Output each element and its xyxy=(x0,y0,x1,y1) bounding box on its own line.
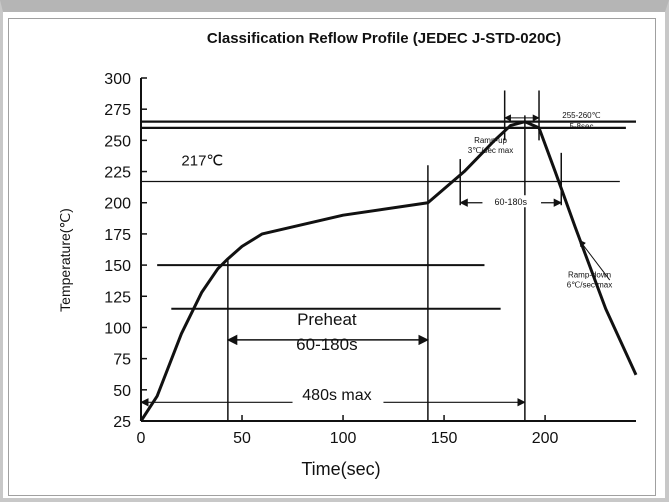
y-tick-label: 125 xyxy=(104,289,131,306)
y-axis-label: Temperature(℃) xyxy=(57,208,73,312)
time-above-label: 60-180s xyxy=(494,197,527,207)
ramp-up-label: Ramp-up xyxy=(474,136,507,145)
y-tick-label: 150 xyxy=(104,258,131,275)
chart-border xyxy=(8,18,656,496)
ramp-down-pointer xyxy=(579,239,611,281)
temp-217-label: 217℃ xyxy=(181,152,223,169)
x-tick-label: 0 xyxy=(137,430,146,447)
y-tick-label: 200 xyxy=(104,196,131,213)
y-tick-label: 100 xyxy=(104,320,131,337)
preheat-title: Preheat xyxy=(297,310,357,329)
y-tick-label: 50 xyxy=(113,383,131,400)
y-tick-label: 300 xyxy=(104,71,131,88)
y-tick-label: 250 xyxy=(104,133,131,150)
x-tick-label: 50 xyxy=(233,430,251,447)
peak-range-label: 255-260℃ xyxy=(562,111,600,120)
ramp-down-label: Ramp-down xyxy=(568,271,611,280)
ramp-up-rate: 3℃/sec max xyxy=(468,146,513,155)
ramp-down-rate: 6℃/sec max xyxy=(567,281,612,290)
x-tick-label: 100 xyxy=(330,430,357,447)
y-tick-label: 225 xyxy=(104,165,131,182)
time-above-label-bg xyxy=(482,195,542,208)
chart-title: Classification Reflow Profile (JEDEC J-S… xyxy=(207,30,561,47)
max-time-label-bg xyxy=(292,389,384,408)
max-time-label: 480s max xyxy=(302,387,371,404)
x-tick-label: 200 xyxy=(532,430,559,447)
y-tick-label: 275 xyxy=(104,102,131,119)
preheat-range: 60-180s xyxy=(296,335,357,354)
peak-time-label: 5-8sec xyxy=(569,122,593,131)
profile-curve xyxy=(139,120,638,422)
y-tick-label: 175 xyxy=(104,227,131,244)
y-tick-label: 25 xyxy=(113,414,131,431)
x-axis-label: Time(sec) xyxy=(301,459,380,479)
x-tick-label: 150 xyxy=(431,430,458,447)
y-tick-label: 75 xyxy=(113,352,131,369)
